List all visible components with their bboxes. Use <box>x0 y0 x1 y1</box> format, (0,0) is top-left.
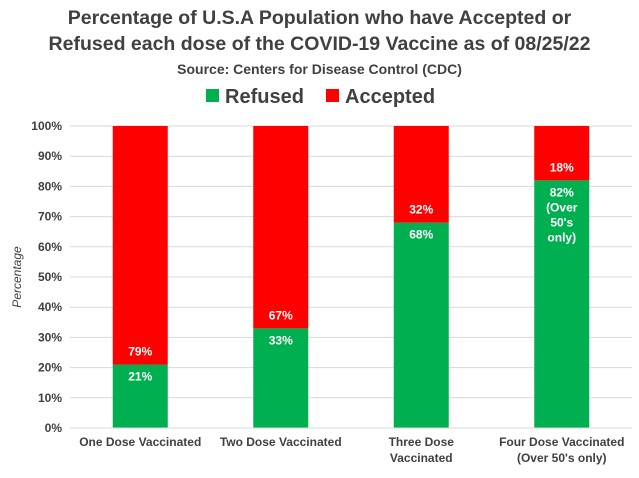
x-category-label: (Over 50's only) <box>517 451 607 465</box>
data-label-refused: 68% <box>409 228 433 242</box>
bar-accepted <box>534 126 590 181</box>
y-tick-label: 40% <box>38 300 62 314</box>
y-tick-label: 90% <box>38 149 62 163</box>
y-tick-label: 0% <box>45 421 63 435</box>
y-tick-label: 60% <box>38 240 62 254</box>
x-axis: One Dose Vaccinated Two Dose Vaccinated Th… <box>70 427 632 465</box>
x-category-label: Vaccinated <box>390 451 453 465</box>
data-label-refused: 33% <box>269 333 293 347</box>
legend-swatch-refused <box>206 89 219 102</box>
bar-refused <box>393 222 449 428</box>
y-tick-label: 20% <box>38 361 62 375</box>
x-category-label: Two Dose Vaccinated <box>220 435 342 449</box>
bar-accepted <box>393 126 449 223</box>
chart-subtitle: Source: Centers for Disease Control (CDC… <box>177 61 462 77</box>
chart-title-line: Percentage of U.S.A Population who have … <box>68 7 572 29</box>
bar-refused <box>534 180 590 428</box>
y-tick-label: 50% <box>38 270 62 284</box>
data-label-accepted: 67% <box>269 308 293 322</box>
y-tick-label: 80% <box>38 179 62 193</box>
data-label-accepted: 79% <box>128 345 152 359</box>
x-category-label: Three Dose <box>389 435 455 449</box>
data-label-refused: 50's <box>550 215 573 229</box>
y-tick-label: 70% <box>38 210 62 224</box>
bar-refused <box>253 328 309 428</box>
legend-swatch-accepted <box>326 89 339 102</box>
y-tick-label: 10% <box>38 391 62 405</box>
bar-refused <box>112 364 168 428</box>
data-label-accepted: 18% <box>550 160 574 174</box>
chart-title-line: Refused each dose of the COVID-19 Vaccin… <box>49 33 591 55</box>
y-axis-title: Percentage <box>10 246 24 308</box>
data-label-refused: only) <box>547 230 576 244</box>
bar-accepted <box>253 126 309 329</box>
bar-accepted <box>112 126 168 365</box>
data-label-refused: (Over <box>546 200 578 214</box>
chart-titles: Percentage of U.S.A Population who have … <box>49 7 591 77</box>
data-label-refused: 82% <box>550 185 574 199</box>
chart-legend: Refused Accepted <box>206 86 435 108</box>
data-label-accepted: 32% <box>409 203 433 217</box>
x-category-label: One Dose Vaccinated <box>79 435 201 449</box>
x-category-label: Four Dose Vaccinated <box>499 435 624 449</box>
data-label-refused: 21% <box>128 370 152 384</box>
legend-label-accepted: Accepted <box>345 86 435 108</box>
y-axis: 0% 10% 20% 30% 40% 50% 60% 70% 80% 90% 100% Percent… <box>10 119 62 435</box>
y-tick-label: 100% <box>31 119 62 133</box>
y-tick-label: 30% <box>38 330 62 344</box>
legend-label-refused: Refused <box>225 86 304 108</box>
